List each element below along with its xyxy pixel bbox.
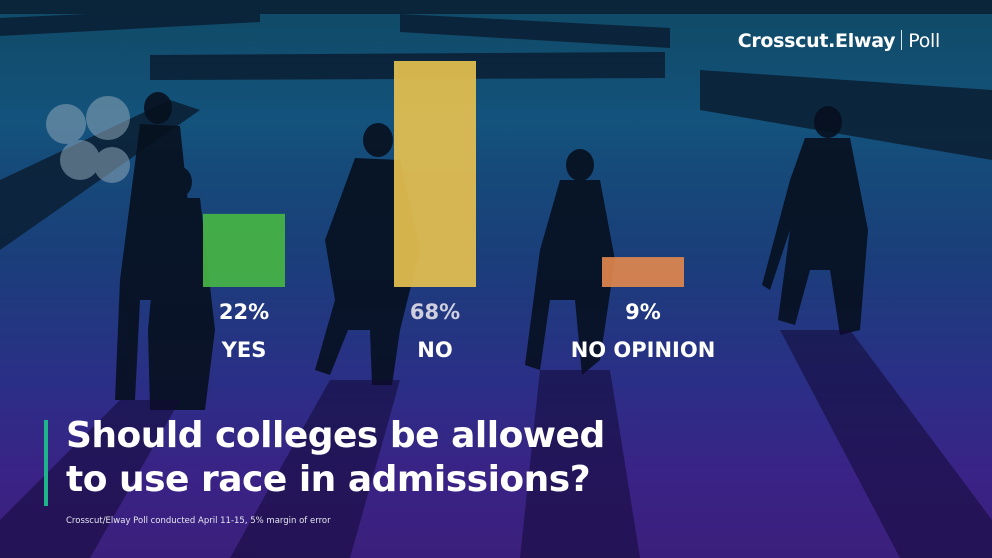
- footnote: Crosscut/Elway Poll conducted April 11-1…: [66, 516, 331, 526]
- category-label: NO: [417, 338, 453, 362]
- value-label: 9%: [625, 300, 661, 324]
- brand-suffix: Poll: [908, 30, 940, 52]
- bar-no: [394, 61, 476, 287]
- value-label: 68%: [409, 300, 461, 324]
- category-label: NO OPINION: [570, 338, 716, 362]
- bar-yes: [203, 213, 285, 287]
- question-line-1: Should colleges be allowed: [66, 415, 605, 456]
- brand-name: Crosscut.Elway: [737, 30, 896, 52]
- value-label: 22%: [218, 300, 270, 324]
- question-title: Should colleges be allowed to use race i…: [66, 414, 605, 502]
- category-label: YES: [221, 338, 267, 362]
- question-line-2: to use race in admissions?: [66, 459, 591, 500]
- brand-logo: Crosscut.Elway Poll: [738, 30, 940, 52]
- brand-divider: [901, 30, 903, 50]
- bar-no-opinion: [602, 257, 684, 287]
- question-accent-bar: [44, 420, 48, 506]
